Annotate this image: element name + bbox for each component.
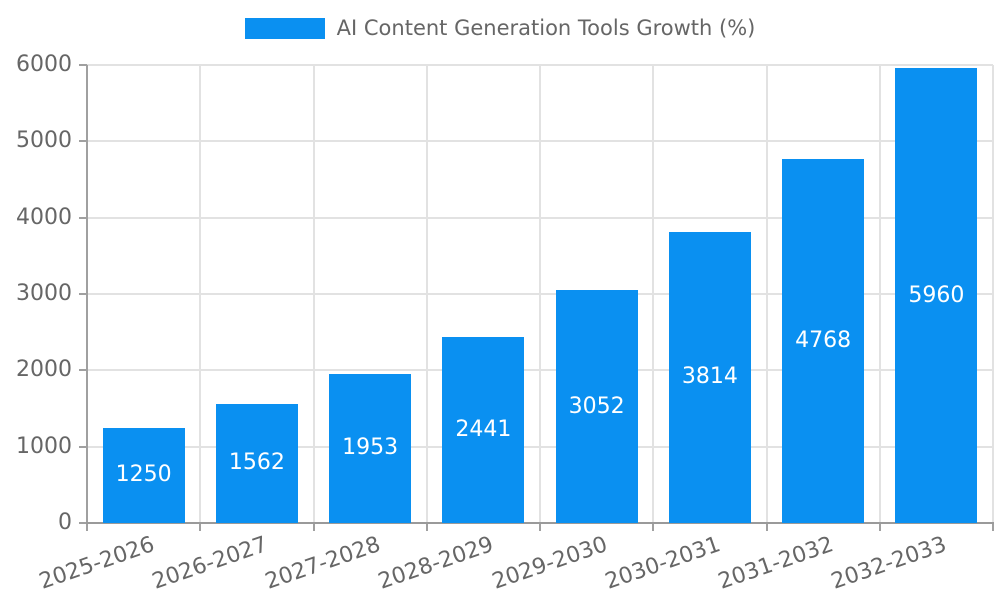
x-tick-label: 2028-2029 — [375, 532, 498, 595]
x-tick-label: 2029-2030 — [488, 532, 611, 595]
bar-value-label: 2441 — [455, 416, 512, 442]
bar-value-label: 5960 — [908, 282, 965, 308]
y-tick-mark — [79, 522, 87, 524]
y-tick-mark — [79, 293, 87, 295]
bar-value-label: 3052 — [568, 393, 625, 419]
bar: 3052 — [555, 290, 638, 523]
x-axis-line — [86, 522, 994, 524]
y-tick-label: 1000 — [16, 433, 72, 459]
y-tick-mark — [79, 445, 87, 448]
x-tick-label: 2027-2028 — [262, 532, 384, 595]
x-tick-mark — [878, 523, 881, 531]
bar-value-label: 1562 — [228, 450, 285, 476]
x-tick-mark — [992, 523, 994, 531]
x-tick-mark — [539, 523, 541, 531]
x-tick-label: 2032-2033 — [828, 532, 951, 595]
x-tick-label: 2030-2031 — [602, 532, 724, 595]
bar-value-label: 1953 — [342, 435, 399, 461]
bar: 2441 — [442, 336, 525, 523]
bar-value-label: 1250 — [115, 462, 172, 488]
v-gridline — [199, 65, 202, 523]
y-tick-label: 0 — [58, 510, 72, 535]
v-gridline — [878, 65, 881, 523]
y-tick-label: 3000 — [16, 281, 72, 306]
y-tick-label: 2000 — [16, 357, 72, 383]
y-tick-label: 6000 — [16, 52, 72, 77]
y-tick-label: 4000 — [16, 204, 72, 230]
y-tick-label: 5000 — [16, 128, 72, 154]
x-tick-mark — [86, 523, 88, 531]
bar: 4768 — [782, 159, 865, 523]
x-tick-mark — [652, 523, 655, 531]
x-tick-mark — [312, 523, 315, 531]
legend-swatch — [244, 17, 325, 39]
x-tick-label: 2031-2032 — [715, 532, 837, 595]
y-tick-mark — [79, 216, 87, 219]
v-gridline — [652, 65, 655, 523]
bar: 1250 — [102, 427, 185, 523]
bar: 1953 — [329, 373, 412, 523]
legend: AI Content Generation Tools Growth (%) — [0, 16, 1000, 40]
v-gridline — [425, 65, 428, 523]
y-axis-line — [86, 65, 88, 525]
bar: 3814 — [668, 231, 751, 523]
x-tick-label: 2025-2026 — [35, 532, 158, 595]
legend-label: AI Content Generation Tools Growth (%) — [336, 16, 756, 40]
x-tick-mark — [199, 523, 202, 531]
v-gridline — [992, 65, 994, 523]
bar-value-label: 4768 — [795, 328, 852, 353]
v-gridline — [312, 65, 315, 523]
x-tick-mark — [765, 523, 768, 531]
y-tick-mark — [79, 140, 87, 143]
bar: 1562 — [215, 403, 298, 523]
x-tick-label: 2026-2027 — [149, 532, 271, 595]
bar-value-label: 3814 — [681, 364, 738, 390]
y-tick-mark — [79, 369, 87, 372]
v-gridline — [539, 65, 541, 523]
y-tick-mark — [79, 64, 87, 66]
bar: 5960 — [895, 68, 978, 523]
x-tick-mark — [425, 523, 428, 531]
v-gridline — [765, 65, 768, 523]
